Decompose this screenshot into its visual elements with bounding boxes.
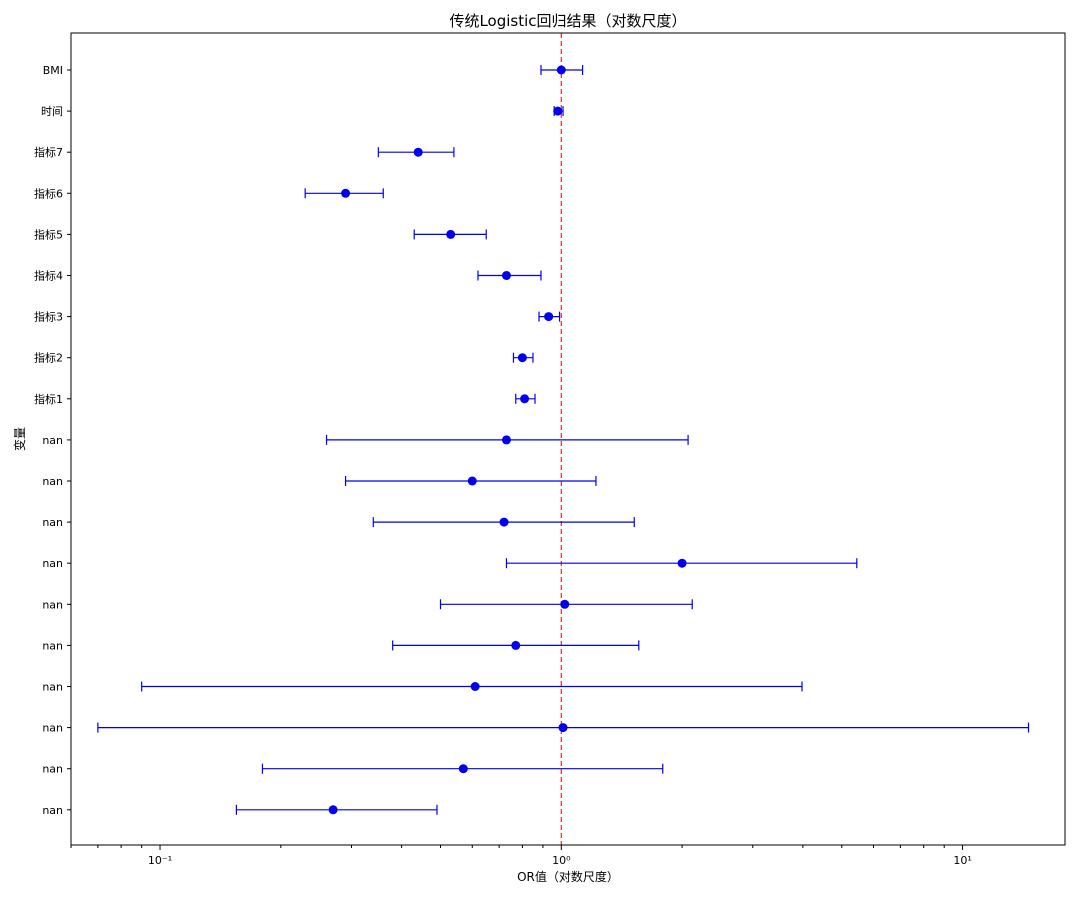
x-axis-label: OR值（对数尺度） [517, 869, 619, 884]
or-point [520, 394, 530, 404]
x-tick-label: 10¹ [953, 854, 971, 867]
x-tick-label: 10⁰ [552, 854, 571, 867]
y-tick-label: nan [42, 516, 63, 529]
or-point [458, 764, 468, 774]
or-point [328, 805, 338, 815]
y-tick-label: 指标5 [34, 227, 63, 241]
or-point [544, 312, 554, 322]
y-tick-label: 指标6 [34, 186, 63, 200]
or-point [501, 271, 511, 280]
y-tick-label: 指标1 [34, 392, 63, 406]
y-tick-label: nan [42, 557, 63, 570]
or-point [517, 353, 527, 363]
y-tick-label: nan [42, 763, 63, 776]
x-tick-label: 10⁻¹ [148, 854, 172, 867]
y-tick-label: nan [42, 598, 63, 611]
y-tick-label: nan [42, 722, 63, 735]
plot-frame [70, 32, 1066, 846]
or-point [470, 682, 480, 691]
or-point [556, 65, 566, 75]
y-tick-label: nan [42, 804, 63, 817]
y-tick-label: nan [42, 475, 63, 488]
y-axis-label: 变量 [12, 427, 27, 451]
y-tick-label: 指标4 [34, 269, 63, 283]
y-tick-label: nan [42, 639, 63, 652]
y-tick-label: 指标2 [34, 351, 63, 365]
y-tick-label: nan [42, 434, 63, 447]
or-point [341, 188, 351, 198]
or-point [560, 599, 570, 609]
y-tick-label: 时间 [41, 105, 63, 118]
or-point [553, 106, 563, 116]
y-tick-label: nan [42, 681, 63, 694]
or-point [413, 147, 423, 157]
y-tick-label: 指标7 [34, 145, 63, 159]
y-tick-label: 指标3 [34, 310, 63, 324]
or-point [558, 723, 568, 733]
y-tick-label: BMI [43, 64, 63, 77]
or-point [677, 558, 687, 568]
or-point [467, 476, 477, 486]
chart-title: 传统Logistic回归结果（对数尺度） [449, 12, 686, 30]
or-point [446, 229, 456, 239]
or-point [499, 517, 509, 527]
or-point [501, 435, 511, 445]
or-point [511, 640, 521, 650]
